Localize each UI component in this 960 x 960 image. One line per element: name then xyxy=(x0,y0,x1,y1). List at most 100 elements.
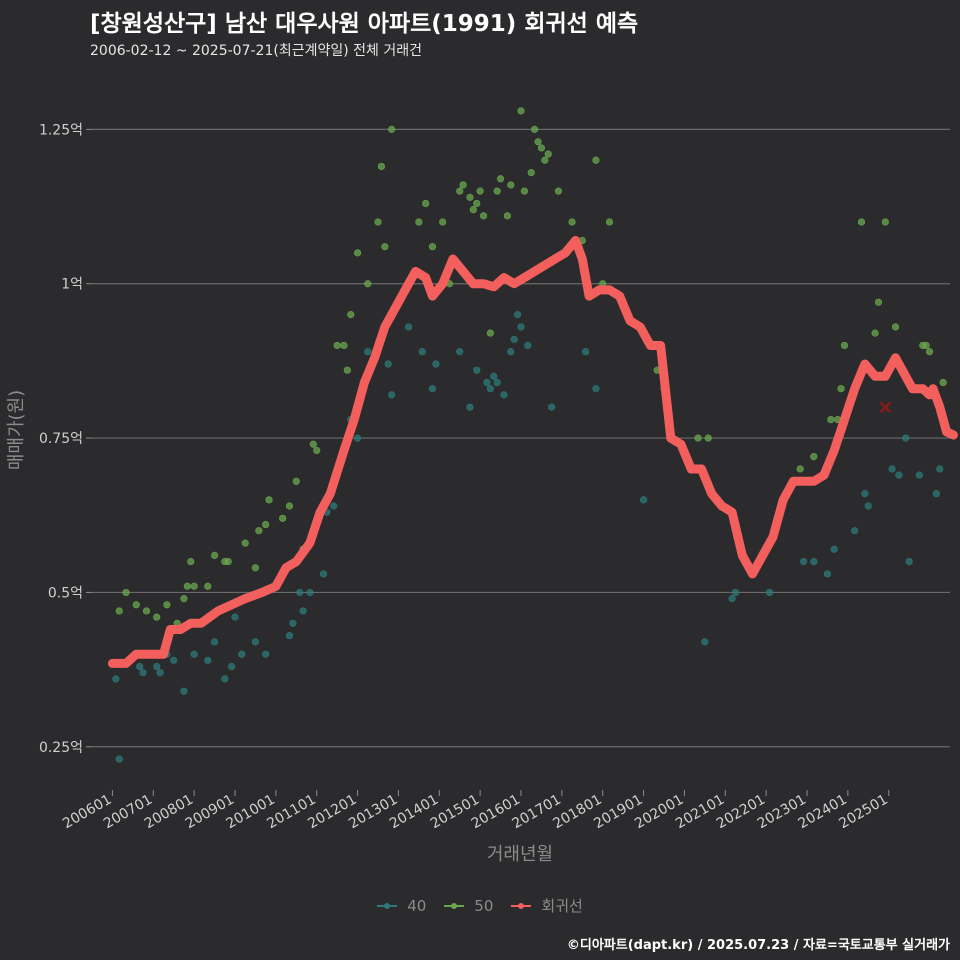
data-point-50 xyxy=(180,595,188,603)
data-point-50 xyxy=(541,156,549,164)
data-point-50 xyxy=(891,323,900,331)
data-point-50 xyxy=(459,181,467,189)
data-point-50 xyxy=(479,212,488,220)
data-point-50 xyxy=(364,280,372,288)
data-point-50 xyxy=(554,187,563,195)
data-point-50 xyxy=(922,341,930,350)
regression-line-layer xyxy=(107,236,958,668)
data-point-50 xyxy=(313,446,321,455)
chart-title: [창원성산구] 남산 대우사원 아파트(1991) 회귀선 예측 xyxy=(90,11,639,37)
data-point-50 xyxy=(262,520,270,529)
data-point-40 xyxy=(517,323,525,331)
legend-label-regression: 회귀선 xyxy=(541,897,583,915)
data-point-50 xyxy=(881,218,889,226)
data-point-40 xyxy=(364,348,372,356)
data-point-40 xyxy=(830,545,838,553)
data-point-40 xyxy=(490,372,498,380)
data-point-40 xyxy=(251,638,260,646)
prediction-marker xyxy=(879,401,892,414)
data-point-50 xyxy=(142,607,151,615)
data-point-40 xyxy=(112,675,120,683)
legend-label-50: 50 xyxy=(474,896,494,915)
data-point-50 xyxy=(507,181,515,189)
legend-key-regression xyxy=(511,902,532,909)
y-tick-label: 1.25억 xyxy=(39,122,83,138)
data-point-50 xyxy=(265,496,273,504)
regression-line xyxy=(107,236,958,668)
data-point-50 xyxy=(415,218,423,226)
data-point-50 xyxy=(210,551,219,559)
data-point-40 xyxy=(136,662,144,671)
data-points xyxy=(112,107,947,763)
y-tick-label: 0.5억 xyxy=(48,585,83,601)
grid-lines xyxy=(92,128,950,748)
data-point-40 xyxy=(728,595,736,603)
data-point-40 xyxy=(486,385,494,393)
data-point-50 xyxy=(837,385,845,393)
data-point-50 xyxy=(153,613,161,621)
data-point-40 xyxy=(139,669,147,677)
data-point-40 xyxy=(851,527,859,535)
data-point-40 xyxy=(432,360,440,368)
data-point-50 xyxy=(255,527,263,535)
data-point-40 xyxy=(548,403,556,411)
data-point-50 xyxy=(422,199,430,208)
y-tick-label: 0.75억 xyxy=(39,431,83,447)
data-point-40 xyxy=(384,360,392,368)
data-point-40 xyxy=(765,588,774,597)
data-point-50 xyxy=(381,243,389,251)
data-point-50 xyxy=(388,125,396,133)
data-point-40 xyxy=(902,434,910,442)
data-point-50 xyxy=(190,582,198,590)
data-point-50 xyxy=(694,434,702,442)
x-axis-title: 거래년월 xyxy=(487,844,553,865)
data-point-50 xyxy=(704,434,712,442)
data-point-50 xyxy=(279,514,287,522)
data-point-40 xyxy=(210,638,219,646)
data-point-50 xyxy=(122,588,130,597)
data-point-50 xyxy=(333,341,341,350)
data-point-40 xyxy=(500,391,508,399)
data-point-40 xyxy=(810,557,818,566)
legend-item-40: 40 xyxy=(377,895,426,916)
data-point-40 xyxy=(262,650,270,658)
data-point-40 xyxy=(524,341,532,350)
data-point-50 xyxy=(568,218,576,226)
data-point-40 xyxy=(799,557,808,566)
data-point-40 xyxy=(180,687,188,695)
data-point-50 xyxy=(353,249,362,257)
data-point-40 xyxy=(915,471,923,479)
legend-key-50 xyxy=(444,902,465,909)
data-point-40 xyxy=(493,378,501,387)
data-point-50 xyxy=(496,175,505,183)
data-point-50 xyxy=(605,218,614,226)
y-tick-label: 0.25억 xyxy=(39,740,83,756)
data-point-40 xyxy=(864,502,872,510)
data-point-50 xyxy=(163,601,171,609)
data-point-50 xyxy=(473,199,481,208)
data-point-50 xyxy=(939,378,947,387)
data-point-40 xyxy=(170,656,178,664)
data-point-50 xyxy=(340,341,348,350)
data-point-40 xyxy=(418,348,426,356)
data-point-50 xyxy=(115,607,123,615)
data-point-50 xyxy=(527,169,535,177)
data-point-50 xyxy=(857,218,866,226)
data-point-50 xyxy=(187,557,195,566)
data-point-40 xyxy=(296,588,304,597)
data-point-50 xyxy=(827,415,835,424)
data-point-40 xyxy=(299,607,307,615)
data-point-40 xyxy=(582,348,590,356)
data-point-50 xyxy=(347,311,355,319)
data-point-40 xyxy=(353,434,362,442)
legend-item-regression: 회귀선 xyxy=(511,895,583,916)
data-point-40 xyxy=(319,570,328,578)
data-point-50 xyxy=(132,601,140,609)
y-tick-label: 1억 xyxy=(61,277,83,293)
data-point-50 xyxy=(493,187,501,195)
data-point-50 xyxy=(537,144,546,152)
axes: 0.25억0.5억0.75억1억1.25억2006012007012008012… xyxy=(39,122,891,832)
data-point-50 xyxy=(534,138,542,146)
data-point-40 xyxy=(905,557,913,566)
